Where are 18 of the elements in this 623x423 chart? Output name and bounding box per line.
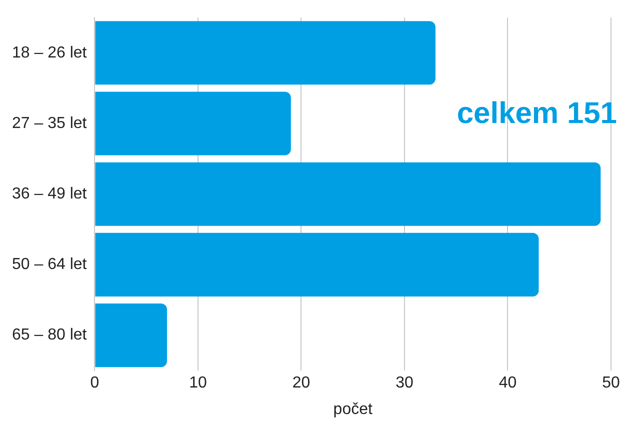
- y-tick-label: 65 – 80 let: [12, 326, 88, 344]
- annotation: celkem 151: [456, 96, 617, 130]
- bar: [95, 162, 601, 226]
- bar: [95, 232, 539, 296]
- x-tick-label: 50: [602, 374, 620, 392]
- y-tick-label: 27 – 35 let: [12, 114, 88, 132]
- y-tick-label: 18 – 26 let: [12, 44, 88, 62]
- y-tick-label: 36 – 49 let: [12, 186, 88, 203]
- x-tick-label: 30: [396, 374, 414, 392]
- bar: [95, 21, 436, 85]
- x-tick-label: 20: [292, 374, 310, 392]
- y-tick-label: 50 – 64 let: [12, 256, 88, 274]
- x-tick-label: 10: [189, 374, 207, 392]
- x-tick-label: 0: [90, 374, 100, 392]
- x-tick-label: 40: [498, 374, 517, 392]
- bar: [95, 304, 168, 368]
- x-axis-title: počet: [333, 400, 373, 418]
- bar: [95, 92, 291, 156]
